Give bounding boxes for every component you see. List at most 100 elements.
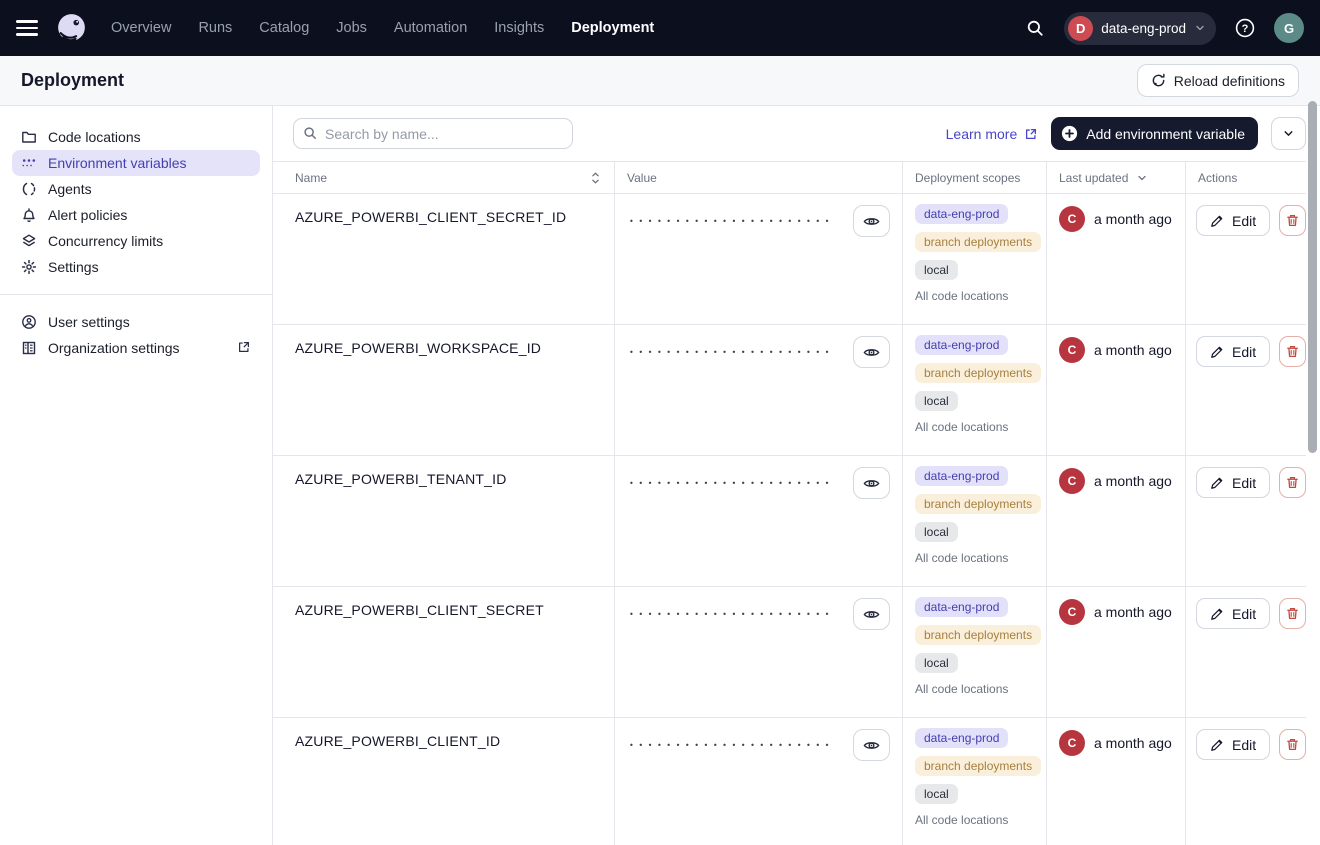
reload-definitions-button[interactable]: Reload definitions [1136, 64, 1299, 97]
edit-button[interactable]: Edit [1196, 729, 1271, 760]
reveal-value-button[interactable] [853, 336, 890, 368]
sidebar-item-organization-settings[interactable]: Organization settings [12, 335, 260, 361]
pencil-icon [1211, 739, 1223, 751]
building-icon [22, 341, 36, 355]
user-avatar[interactable]: G [1274, 13, 1304, 43]
table-row: AZURE_POWERBI_CLIENT_ID ••••••••••••••••… [273, 718, 1306, 845]
primary-nav: Overview Runs Catalog Jobs Automation In… [111, 20, 654, 36]
scope-badge: branch deployments [915, 625, 1042, 645]
org-name: data-eng-prod [1101, 20, 1186, 36]
updated-time: a month ago [1094, 342, 1172, 358]
env-var-name: AZURE_POWERBI_WORKSPACE_ID [295, 340, 542, 356]
code-locations-label: All code locations [915, 682, 1009, 696]
nav-automation[interactable]: Automation [393, 20, 468, 36]
folder-icon [22, 131, 36, 143]
sidebar-item-settings[interactable]: Settings [12, 254, 260, 280]
nav-jobs[interactable]: Jobs [336, 20, 367, 36]
sidebar-item-concurrency-limits[interactable]: Concurrency limits [12, 228, 260, 254]
sidebar-item-label: User settings [48, 314, 130, 330]
column-header-name[interactable]: Name [273, 162, 614, 193]
edit-button[interactable]: Edit [1196, 467, 1271, 498]
dagster-logo[interactable] [54, 11, 89, 46]
eye-icon [863, 741, 880, 749]
delete-button[interactable] [1279, 336, 1306, 367]
sidebar-item-user-settings[interactable]: User settings [12, 309, 260, 335]
code-locations-label: All code locations [915, 289, 1009, 303]
sidebar-item-label: Concurrency limits [48, 233, 164, 249]
sidebar-item-agents[interactable]: Agents [12, 176, 260, 202]
updated-time: a month ago [1094, 211, 1172, 227]
table-row: AZURE_POWERBI_CLIENT_SECRET_ID •••••••••… [273, 194, 1306, 325]
updated-time: a month ago [1094, 735, 1172, 751]
scope-badge: branch deployments [915, 494, 1042, 514]
updated-by-avatar: C [1059, 337, 1085, 363]
pencil-icon [1211, 215, 1223, 227]
updated-by-avatar: C [1059, 599, 1085, 625]
search-input[interactable] [293, 118, 573, 149]
column-label: Deployment scopes [915, 170, 1021, 185]
learn-more-label: Learn more [945, 125, 1018, 142]
svg-text:?: ? [1242, 23, 1249, 35]
env-var-name: AZURE_POWERBI_TENANT_ID [295, 471, 507, 487]
plus-circle-icon [1062, 125, 1078, 142]
help-button[interactable]: ? [1229, 12, 1261, 44]
scope-badge: data-eng-prod [915, 597, 1009, 617]
add-environment-variable-button[interactable]: Add environment variable [1051, 117, 1258, 150]
search-button[interactable] [1019, 12, 1051, 44]
add-options-dropdown-button[interactable] [1271, 117, 1306, 150]
eye-icon [863, 479, 880, 487]
pencil-icon [1211, 477, 1223, 489]
sidebar-item-code-locations[interactable]: Code locations [12, 124, 260, 150]
trash-icon [1287, 738, 1298, 751]
nav-catalog[interactable]: Catalog [259, 20, 310, 36]
sort-icon[interactable] [589, 171, 602, 185]
edit-button[interactable]: Edit [1196, 205, 1271, 236]
edit-label: Edit [1232, 212, 1257, 229]
trash-icon [1287, 476, 1298, 489]
page-title: Deployment [21, 70, 125, 90]
eye-icon [863, 217, 880, 225]
bell-icon [23, 208, 35, 223]
nav-overview[interactable]: Overview [111, 20, 172, 36]
scope-badge: data-eng-prod [915, 204, 1009, 224]
org-switcher[interactable]: D data-eng-prod [1064, 11, 1216, 45]
nav-insights[interactable]: Insights [494, 20, 545, 36]
layers-icon [22, 234, 36, 247]
reload-icon [1152, 73, 1165, 87]
pencil-icon [1211, 608, 1223, 620]
column-header-deployment-scopes: Deployment scopes [902, 162, 1046, 193]
gear-icon [21, 259, 37, 275]
reveal-value-button[interactable] [853, 205, 890, 237]
search-field-wrap [293, 118, 573, 149]
scope-badges: data-eng-prod branch deployments local [915, 466, 1042, 542]
edit-button[interactable]: Edit [1196, 598, 1271, 629]
vertical-scrollbar[interactable] [1308, 101, 1317, 453]
pencil-icon [1211, 346, 1223, 358]
nav-deployment[interactable]: Deployment [571, 20, 655, 36]
search-icon [1027, 20, 1043, 36]
sidebar-item-label: Settings [48, 259, 99, 275]
edit-button[interactable]: Edit [1196, 336, 1271, 367]
scope-badges: data-eng-prod branch deployments local [915, 728, 1042, 804]
column-label: Name [295, 170, 328, 185]
edit-label: Edit [1232, 736, 1257, 753]
external-link-icon [239, 341, 249, 352]
menu-icon[interactable] [16, 18, 42, 38]
column-header-last-updated[interactable]: Last updated [1046, 162, 1185, 193]
delete-button[interactable] [1279, 729, 1306, 760]
delete-button[interactable] [1279, 205, 1306, 236]
column-label: Last updated [1059, 170, 1129, 185]
learn-more-link[interactable]: Learn more [946, 126, 1039, 142]
scope-badge: local [915, 391, 958, 411]
reveal-value-button[interactable] [853, 598, 890, 630]
reveal-value-button[interactable] [853, 729, 890, 761]
reveal-value-button[interactable] [853, 467, 890, 499]
code-locations-label: All code locations [915, 813, 1009, 827]
delete-button[interactable] [1279, 598, 1306, 629]
delete-button[interactable] [1279, 467, 1306, 498]
masked-value: •••••••••••••••••••••• [629, 478, 834, 488]
sidebar-item-alert-policies[interactable]: Alert policies [12, 202, 260, 228]
nav-runs[interactable]: Runs [198, 20, 233, 36]
masked-value: •••••••••••••••••••••• [629, 609, 834, 619]
sidebar-item-environment-variables[interactable]: Environment variables [12, 150, 260, 176]
